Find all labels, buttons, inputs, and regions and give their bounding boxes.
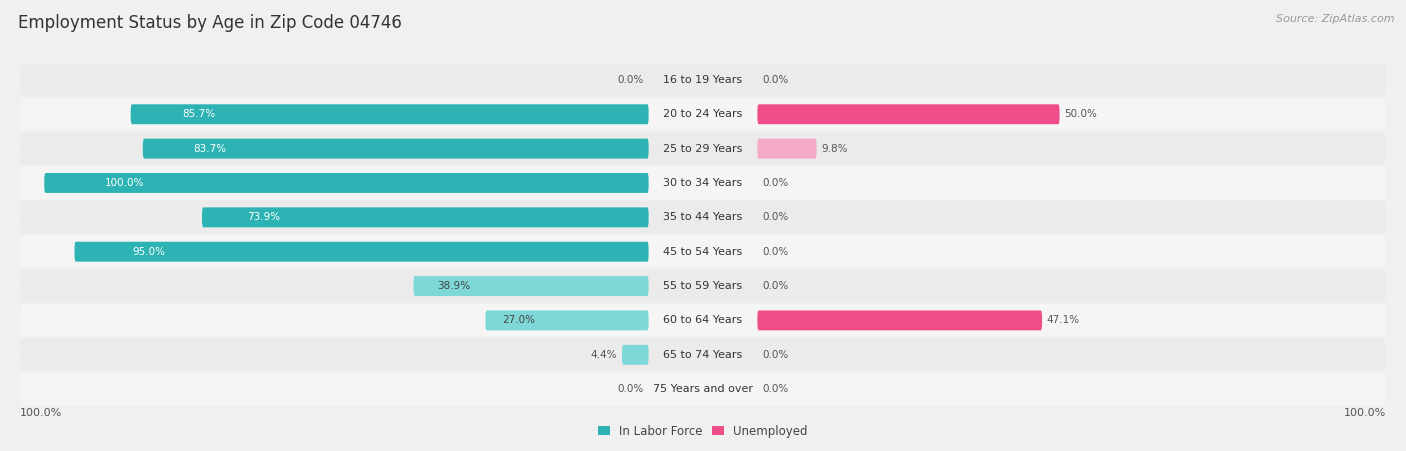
FancyBboxPatch shape bbox=[758, 138, 817, 159]
Text: 0.0%: 0.0% bbox=[762, 281, 789, 291]
FancyBboxPatch shape bbox=[20, 98, 1386, 131]
Text: Source: ZipAtlas.com: Source: ZipAtlas.com bbox=[1277, 14, 1395, 23]
FancyBboxPatch shape bbox=[20, 373, 1386, 405]
FancyBboxPatch shape bbox=[413, 276, 648, 296]
Text: 100.0%: 100.0% bbox=[20, 408, 62, 418]
Text: 50.0%: 50.0% bbox=[1064, 109, 1097, 119]
Text: 75 Years and over: 75 Years and over bbox=[652, 384, 754, 394]
Text: Employment Status by Age in Zip Code 04746: Employment Status by Age in Zip Code 047… bbox=[18, 14, 402, 32]
FancyBboxPatch shape bbox=[20, 132, 1386, 165]
FancyBboxPatch shape bbox=[20, 64, 1386, 97]
Text: 0.0%: 0.0% bbox=[762, 75, 789, 85]
Text: 0.0%: 0.0% bbox=[617, 75, 644, 85]
FancyBboxPatch shape bbox=[20, 304, 1386, 337]
Text: 0.0%: 0.0% bbox=[762, 384, 789, 394]
Text: 4.4%: 4.4% bbox=[591, 350, 617, 360]
Text: 0.0%: 0.0% bbox=[762, 350, 789, 360]
Text: 73.9%: 73.9% bbox=[246, 212, 280, 222]
Text: 9.8%: 9.8% bbox=[821, 143, 848, 154]
Text: 27.0%: 27.0% bbox=[502, 315, 534, 326]
FancyBboxPatch shape bbox=[20, 270, 1386, 303]
Text: 83.7%: 83.7% bbox=[194, 143, 226, 154]
Text: 30 to 34 Years: 30 to 34 Years bbox=[664, 178, 742, 188]
Text: 60 to 64 Years: 60 to 64 Years bbox=[664, 315, 742, 326]
Legend: In Labor Force, Unemployed: In Labor Force, Unemployed bbox=[598, 425, 808, 438]
Text: 65 to 74 Years: 65 to 74 Years bbox=[664, 350, 742, 360]
Text: 16 to 19 Years: 16 to 19 Years bbox=[664, 75, 742, 85]
FancyBboxPatch shape bbox=[202, 207, 648, 227]
FancyBboxPatch shape bbox=[20, 235, 1386, 268]
Text: 0.0%: 0.0% bbox=[762, 178, 789, 188]
FancyBboxPatch shape bbox=[131, 104, 648, 124]
Text: 47.1%: 47.1% bbox=[1047, 315, 1080, 326]
Text: 0.0%: 0.0% bbox=[762, 212, 789, 222]
Text: 0.0%: 0.0% bbox=[762, 247, 789, 257]
FancyBboxPatch shape bbox=[143, 138, 648, 159]
FancyBboxPatch shape bbox=[20, 338, 1386, 371]
FancyBboxPatch shape bbox=[485, 310, 648, 331]
Text: 0.0%: 0.0% bbox=[617, 384, 644, 394]
Text: 100.0%: 100.0% bbox=[104, 178, 143, 188]
Text: 38.9%: 38.9% bbox=[437, 281, 470, 291]
Text: 45 to 54 Years: 45 to 54 Years bbox=[664, 247, 742, 257]
FancyBboxPatch shape bbox=[758, 104, 1060, 124]
FancyBboxPatch shape bbox=[75, 242, 648, 262]
FancyBboxPatch shape bbox=[20, 166, 1386, 199]
Text: 55 to 59 Years: 55 to 59 Years bbox=[664, 281, 742, 291]
FancyBboxPatch shape bbox=[20, 201, 1386, 234]
FancyBboxPatch shape bbox=[758, 310, 1042, 331]
FancyBboxPatch shape bbox=[44, 173, 648, 193]
Text: 85.7%: 85.7% bbox=[183, 109, 215, 119]
Text: 20 to 24 Years: 20 to 24 Years bbox=[664, 109, 742, 119]
Text: 35 to 44 Years: 35 to 44 Years bbox=[664, 212, 742, 222]
Text: 100.0%: 100.0% bbox=[1344, 408, 1386, 418]
Text: 95.0%: 95.0% bbox=[132, 247, 165, 257]
Text: 25 to 29 Years: 25 to 29 Years bbox=[664, 143, 742, 154]
FancyBboxPatch shape bbox=[621, 345, 648, 365]
